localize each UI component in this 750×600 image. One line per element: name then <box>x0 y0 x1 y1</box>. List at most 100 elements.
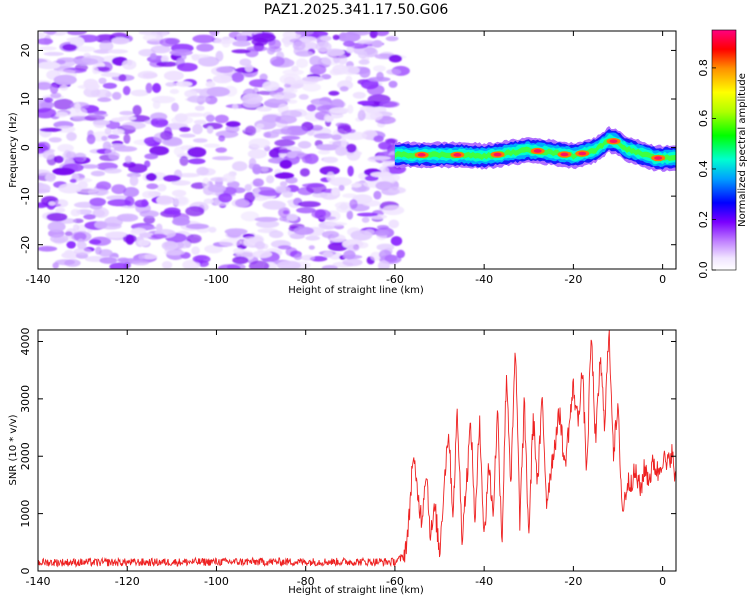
noise-blob <box>72 224 80 231</box>
noise-speckle-layer <box>38 31 410 269</box>
noise-blob <box>300 254 315 261</box>
noise-blob <box>328 90 340 96</box>
noise-blob <box>131 227 147 234</box>
noise-blob <box>48 201 56 206</box>
noise-blob <box>104 168 122 174</box>
noise-blob <box>176 62 198 72</box>
noise-blob <box>346 244 360 252</box>
noise-blob <box>58 183 82 194</box>
noise-blob <box>95 246 102 255</box>
noise-blob <box>198 56 220 67</box>
noise-blob <box>163 249 185 256</box>
noise-blob <box>282 190 294 198</box>
noise-blob <box>357 100 375 105</box>
noise-blob <box>205 114 215 123</box>
noise-blob <box>45 172 56 182</box>
noise-blob <box>207 184 226 193</box>
noise-blob <box>215 147 227 153</box>
noise-blob <box>279 159 293 169</box>
noise-blob <box>218 238 242 247</box>
noise-blob <box>244 64 254 73</box>
noise-blob <box>309 55 322 66</box>
noise-blob <box>162 175 181 182</box>
noise-blob <box>203 143 221 148</box>
noise-blob <box>194 105 205 111</box>
noise-blob <box>55 207 66 213</box>
noise-blob <box>297 201 321 208</box>
noise-blob <box>156 195 174 206</box>
noise-blob <box>212 74 233 84</box>
noise-blob <box>222 187 237 195</box>
noise-blob <box>305 235 321 241</box>
noise-blob <box>320 35 332 41</box>
noise-blob <box>296 207 316 214</box>
noise-blob <box>66 132 77 141</box>
noise-blob <box>388 219 400 229</box>
noise-blob <box>352 91 366 99</box>
ridge-peak <box>560 152 569 157</box>
noise-blob <box>152 83 162 93</box>
noise-blob <box>187 95 211 104</box>
x-tick-label: -120 <box>115 273 140 286</box>
noise-blob <box>321 230 340 239</box>
noise-blob <box>281 135 301 140</box>
noise-blob <box>169 49 193 56</box>
noise-blob <box>107 199 132 207</box>
noise-blob <box>87 188 109 196</box>
noise-blob <box>214 114 229 124</box>
noise-blob <box>259 73 268 81</box>
noise-blob <box>295 58 309 69</box>
noise-blob <box>104 231 127 239</box>
noise-blob <box>65 151 76 160</box>
y-tick-label: 4000 <box>19 327 32 355</box>
noise-blob <box>42 150 55 160</box>
noise-blob <box>225 121 241 128</box>
noise-blob <box>44 97 54 103</box>
noise-blob <box>55 125 76 133</box>
noise-blob <box>231 198 250 208</box>
noise-blob <box>338 184 345 191</box>
noise-blob <box>244 184 252 192</box>
noise-blob <box>331 187 341 196</box>
snr-series-line <box>38 330 676 568</box>
noise-blob <box>99 257 118 264</box>
noise-blob <box>39 127 62 132</box>
noise-blob <box>323 114 332 122</box>
noise-blob <box>385 36 399 42</box>
noise-blob <box>38 38 53 45</box>
noise-blob <box>107 49 129 54</box>
noise-blob <box>38 107 57 119</box>
noise-blob <box>269 230 284 239</box>
noise-blob <box>193 119 207 125</box>
noise-blob <box>388 54 402 63</box>
noise-blob <box>59 84 69 91</box>
noise-blob <box>56 59 66 65</box>
noise-blob <box>388 80 398 88</box>
noise-blob <box>105 91 113 98</box>
noise-blob <box>94 34 117 43</box>
noise-blob <box>386 68 401 75</box>
noise-blob <box>324 221 348 227</box>
noise-blob <box>171 180 191 186</box>
noise-blob <box>241 93 263 105</box>
noise-blob <box>367 76 391 82</box>
noise-blob <box>46 212 68 222</box>
noise-blob <box>131 260 150 266</box>
spectrogram-y-axis: -20 -10 0 10 20 <box>19 43 676 254</box>
noise-blob <box>280 125 303 136</box>
noise-blob <box>262 200 286 210</box>
noise-blob <box>185 206 205 217</box>
ridge-peak <box>493 152 502 157</box>
noise-blob <box>301 42 319 51</box>
noise-blob <box>293 226 314 235</box>
noise-blob <box>203 198 214 204</box>
noise-blob <box>86 134 96 145</box>
noise-blob <box>70 36 85 47</box>
noise-blob <box>94 221 108 229</box>
noise-blob <box>369 111 383 121</box>
colorbar-tick-label: 0.0 <box>697 261 710 279</box>
noise-blob <box>345 143 357 153</box>
noise-blob <box>311 124 323 131</box>
noise-blob <box>144 153 159 160</box>
